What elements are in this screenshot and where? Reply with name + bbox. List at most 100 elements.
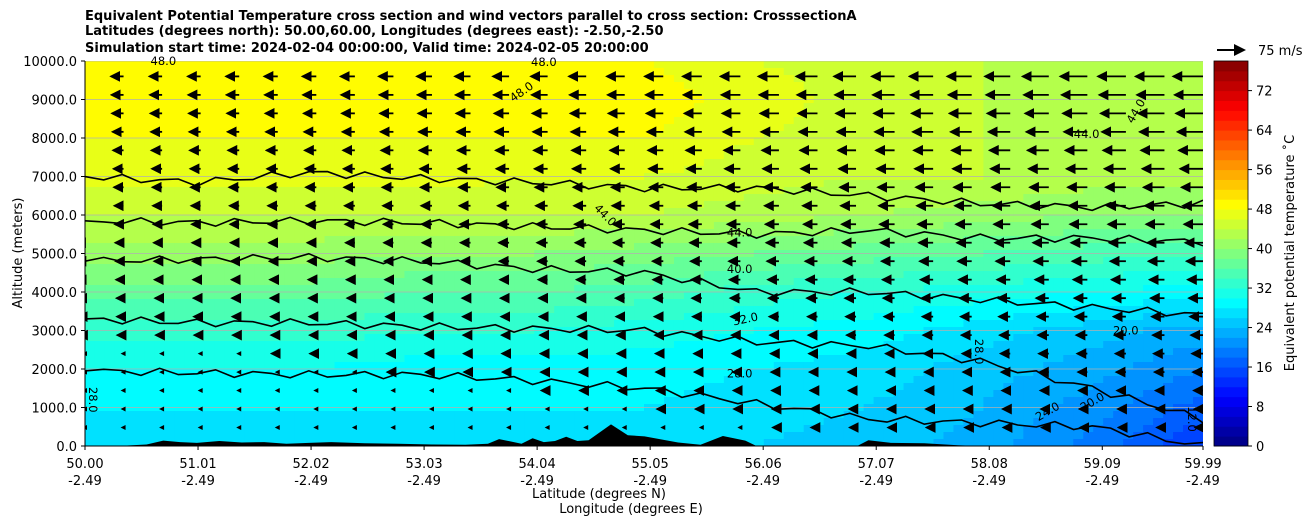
field-cell [953, 334, 965, 342]
field-cell [234, 187, 246, 195]
field-cell [544, 264, 555, 272]
field-cell [1143, 341, 1154, 349]
field-cell [1133, 229, 1144, 237]
field-cell [434, 103, 445, 111]
field-cell [913, 68, 925, 76]
field-cell [1183, 89, 1194, 97]
field-cell [184, 334, 196, 342]
field-cell [204, 166, 216, 174]
field-cell [1123, 243, 1134, 251]
field-cell [1033, 152, 1044, 160]
field-cell [564, 215, 575, 223]
field-cell [404, 229, 416, 237]
field-cell [1083, 355, 1094, 363]
field-cell [224, 208, 236, 216]
field-cell [564, 208, 575, 216]
field-cell [314, 264, 326, 272]
field-cell [1013, 103, 1024, 111]
field-cell [693, 306, 705, 314]
field-cell [1183, 159, 1194, 167]
field-cell [374, 271, 386, 279]
field-cell [1123, 334, 1134, 342]
field-cell [314, 299, 326, 307]
field-cell [943, 257, 955, 265]
field-cell [893, 68, 905, 76]
field-cell [304, 117, 316, 125]
field-cell [843, 264, 855, 272]
field-cell [624, 362, 635, 370]
field-cell [214, 124, 226, 132]
field-cell [883, 320, 895, 328]
field-cell [673, 68, 685, 76]
field-cell [823, 180, 835, 188]
field-cell [753, 131, 765, 139]
field-cell [1153, 271, 1164, 279]
field-cell [693, 166, 705, 174]
field-cell [1093, 257, 1104, 265]
field-cell [214, 159, 226, 167]
field-cell [863, 362, 875, 370]
field-cell [783, 313, 795, 321]
field-cell [803, 68, 815, 76]
field-cell [334, 278, 346, 286]
field-cell [923, 68, 935, 76]
field-cell [484, 271, 495, 279]
field-cell [1083, 362, 1094, 370]
field-cell [1053, 271, 1064, 279]
field-cell [214, 145, 226, 153]
field-cell [204, 341, 216, 349]
field-cell [903, 285, 915, 293]
field-cell [1083, 320, 1094, 328]
field-cell [973, 89, 984, 97]
field-cell [644, 306, 655, 314]
field-cell [324, 313, 336, 321]
field-cell [404, 201, 416, 209]
field-cell [174, 68, 186, 76]
field-cell [644, 124, 655, 132]
field-cell [214, 222, 226, 230]
field-cell [264, 82, 276, 90]
field-cell [1133, 180, 1144, 188]
field-cell [294, 215, 306, 223]
field-cell [753, 201, 765, 209]
field-cell [1083, 166, 1094, 174]
field-cell [853, 124, 865, 132]
field-cell [634, 61, 645, 69]
field-cell [244, 152, 256, 160]
field-cell [1103, 75, 1114, 83]
field-cell [893, 215, 905, 223]
field-cell [1033, 320, 1044, 328]
field-cell [973, 103, 984, 111]
field-cell [993, 285, 1004, 293]
field-cell [324, 341, 336, 349]
field-cell [1063, 236, 1074, 244]
field-cell [1193, 103, 1203, 111]
field-cell [214, 103, 226, 111]
field-cell [254, 341, 266, 349]
field-cell [653, 285, 665, 293]
field-cell [953, 194, 965, 202]
field-cell [863, 348, 875, 356]
field-cell [364, 131, 376, 139]
field-cell [244, 68, 256, 76]
field-cell [224, 320, 236, 328]
field-cell [783, 320, 795, 328]
field-cell [104, 138, 116, 146]
field-cell [344, 82, 356, 90]
field-cell [374, 82, 386, 90]
field-cell [793, 208, 805, 216]
field-cell [354, 208, 366, 216]
field-cell [1033, 208, 1044, 216]
field-cell [993, 320, 1004, 328]
field-cell [1023, 348, 1034, 356]
field-cell [783, 208, 795, 216]
field-cell [1163, 159, 1174, 167]
field-cell [394, 110, 406, 118]
field-cell [1023, 264, 1034, 272]
field-cell [314, 68, 326, 76]
field-cell [194, 68, 206, 76]
field-cell [893, 117, 905, 125]
field-cell [663, 201, 675, 209]
field-cell [494, 348, 505, 356]
field-cell [663, 271, 675, 279]
